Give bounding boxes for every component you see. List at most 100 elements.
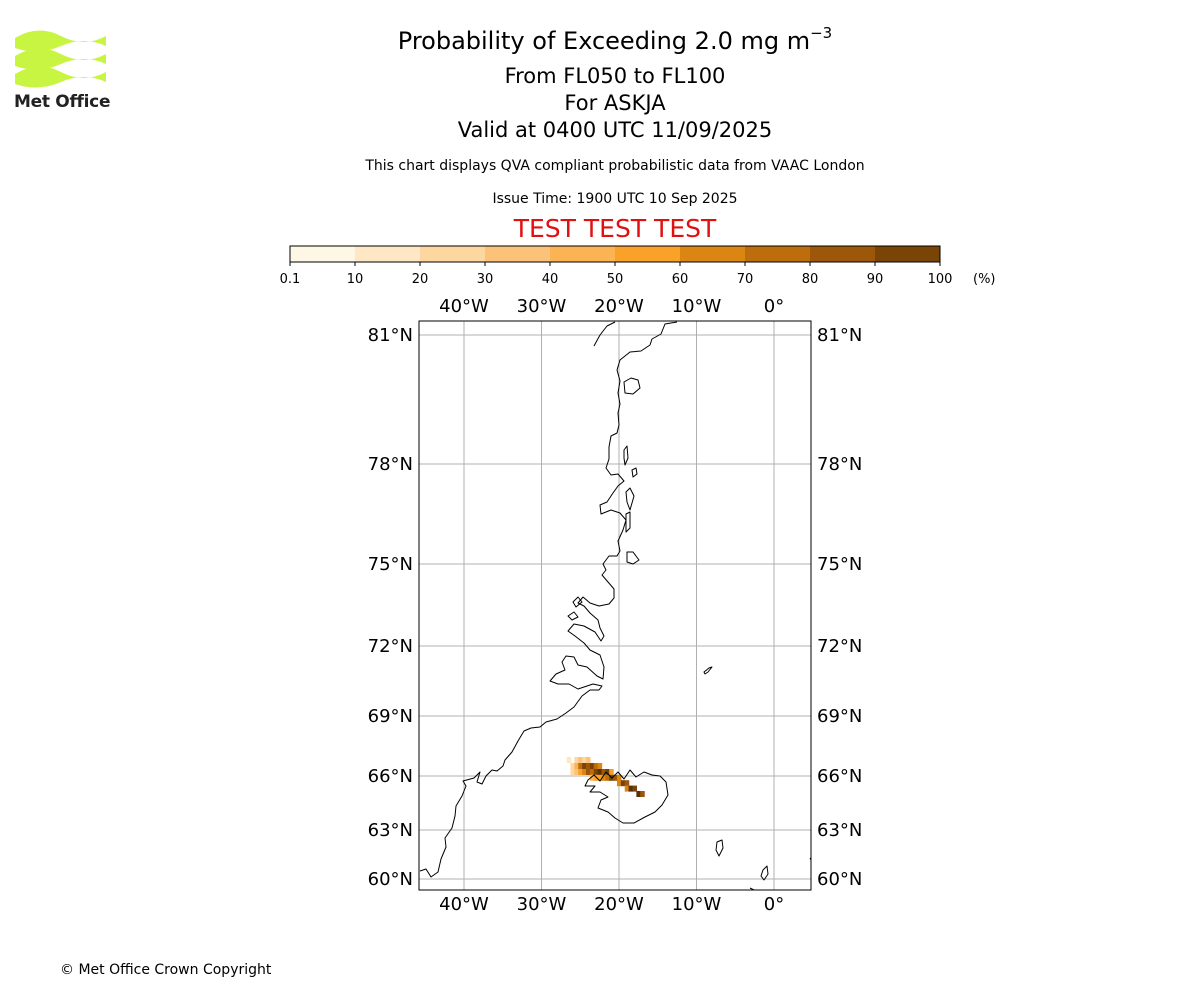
iceland-coastline <box>584 769 669 824</box>
plume-cell <box>582 757 587 763</box>
plume-cell <box>605 774 610 781</box>
colorbar-swatch <box>810 246 876 262</box>
colorbar-tick-label: 80 <box>802 272 819 287</box>
colorbar-tick-label: 100 <box>928 272 953 287</box>
lon-label-bottom: 0° <box>764 894 784 915</box>
lat-label-right: 78°N <box>817 454 862 475</box>
plume-cell <box>578 757 583 763</box>
plume-cell <box>597 774 603 781</box>
colorbar-swatch <box>550 246 616 262</box>
plume-cell <box>593 763 599 769</box>
greenland-coastline <box>419 321 678 878</box>
plume-cell <box>574 763 579 769</box>
colorbar-tick-label: 30 <box>477 272 494 287</box>
lon-label-top: 30°W <box>517 296 567 317</box>
plume-cell <box>589 774 595 781</box>
plume-cell <box>624 785 630 792</box>
coastal-island <box>623 445 629 466</box>
title-main: Probability of Exceeding 2.0 mg m <box>397 27 811 55</box>
logo-text: Met Office <box>14 92 111 112</box>
valid-time: Valid at 0400 UTC 11/09/2025 <box>457 118 773 142</box>
plume-cell <box>605 769 610 775</box>
coastal-island <box>631 467 638 478</box>
colorbar-swatch <box>875 246 941 262</box>
plume-cell <box>640 791 645 797</box>
plume-cell <box>597 769 603 775</box>
coastal-island <box>626 551 640 565</box>
plume-cell <box>589 769 595 775</box>
coastal-island <box>572 596 583 608</box>
plume-cell <box>601 774 606 781</box>
lon-label-top: 10°W <box>672 296 722 317</box>
ash-plume <box>566 757 645 797</box>
lat-label-right: 63°N <box>817 820 862 841</box>
plume-cell <box>586 763 591 769</box>
plume-cell <box>624 780 630 787</box>
coastlines <box>419 321 811 890</box>
lat-label-right: 81°N <box>817 325 862 346</box>
plume-cell <box>628 785 634 792</box>
lat-label-left: 78°N <box>368 454 413 475</box>
plume-cell <box>586 769 591 775</box>
lat-label-right: 66°N <box>817 766 862 787</box>
plume-cell <box>578 769 583 775</box>
plume-cell <box>617 780 622 787</box>
plume-cell <box>578 763 583 769</box>
colorbar-tick-label: 10 <box>347 272 364 287</box>
colorbar-tick-label: 0.1 <box>280 272 301 287</box>
copyright-notice: © Met Office Crown Copyright <box>60 962 272 978</box>
plume-cell <box>574 769 579 775</box>
level-range: From FL050 to FL100 <box>504 64 726 88</box>
lon-label-top: 0° <box>764 296 784 317</box>
chart-title: Probability of Exceeding 2.0 mg m−3 <box>0 24 1200 55</box>
plume-cell <box>597 763 603 769</box>
lon-label-bottom: 40°W <box>439 894 489 915</box>
lat-label-left: 60°N <box>368 869 413 890</box>
colorbar: 0.1 10 20 30 40 50 60 70 80 90 100 (%) <box>280 245 996 287</box>
lat-label-right: 72°N <box>817 636 862 657</box>
lat-label-left: 81°N <box>368 325 413 346</box>
plume-cell <box>613 774 618 781</box>
lat-label-right: 60°N <box>817 869 862 890</box>
colorbar-swatch <box>420 246 486 262</box>
lon-label-bottom: 30°W <box>517 894 567 915</box>
plume-cell <box>570 769 575 775</box>
lon-label-bottom: 10°W <box>672 894 722 915</box>
plume-cell <box>617 774 622 781</box>
disclaimer-text: This chart displays QVA compliant probab… <box>365 158 865 174</box>
coastal-island <box>567 611 579 621</box>
plume-cell <box>620 780 626 787</box>
lon-label-bottom: 20°W <box>594 894 644 915</box>
plume-cell <box>582 769 587 775</box>
lon-label-top: 40°W <box>439 296 489 317</box>
map-frame <box>418 320 812 891</box>
colorbar-tick-label: 90 <box>867 272 884 287</box>
lat-label-right: 69°N <box>817 706 862 727</box>
lat-label-left: 63°N <box>368 820 413 841</box>
plume-cell <box>632 785 637 792</box>
colorbar-tick-label: 20 <box>412 272 429 287</box>
colorbar-tick-label: 70 <box>737 272 754 287</box>
plume-cell <box>609 769 614 775</box>
plume-cell <box>636 791 641 797</box>
colorbar-unit: (%) <box>973 272 996 287</box>
colorbar-swatch <box>680 246 746 262</box>
jan-mayen <box>703 666 713 675</box>
plume-cell <box>593 769 599 775</box>
coastal-island <box>625 511 631 533</box>
plume-cell <box>570 763 575 769</box>
lat-label-left: 66°N <box>368 766 413 787</box>
coastal-island <box>625 487 635 511</box>
colorbar-swatch <box>485 246 551 262</box>
title-superscript: −3 <box>810 24 833 42</box>
shetland-islands <box>760 865 769 881</box>
colorbar-swatch <box>355 246 421 262</box>
colorbar-swatch <box>745 246 811 262</box>
lon-label-top: 20°W <box>594 296 644 317</box>
volcano-name: For ASKJA <box>564 91 666 115</box>
greenland-north-coast <box>593 321 616 347</box>
plume-cell <box>601 769 606 775</box>
colorbar-tick-label: 60 <box>672 272 689 287</box>
plume-cell <box>582 763 587 769</box>
